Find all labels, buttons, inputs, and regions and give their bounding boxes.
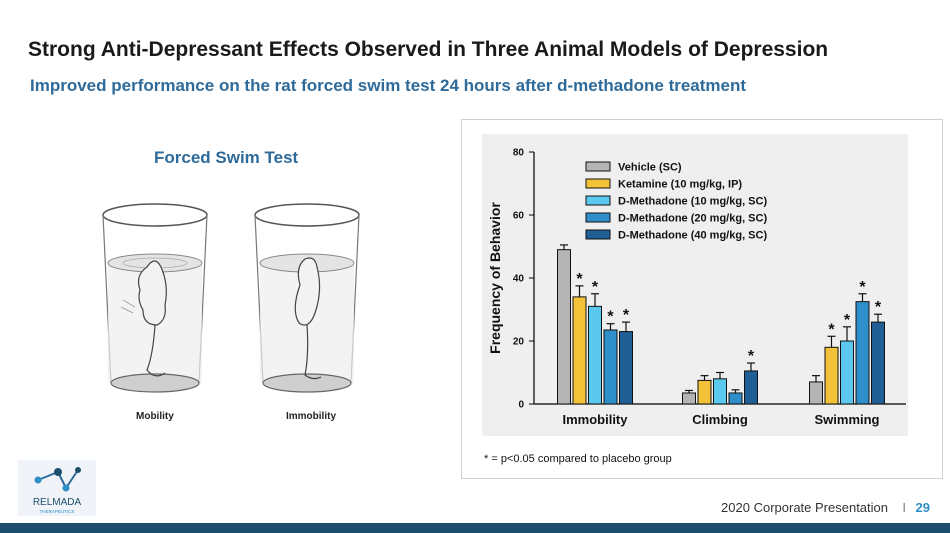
y-tick-label: 80 xyxy=(513,148,525,159)
page-number: 29 xyxy=(915,500,930,515)
legend-label: Ketamine (10 mg/kg, IP) xyxy=(618,179,742,191)
legend-label: Vehicle (SC) xyxy=(618,162,682,174)
y-tick-label: 60 xyxy=(513,211,525,222)
legend-label: D-Methadone (20 mg/kg, SC) xyxy=(618,213,767,225)
legend-swatch xyxy=(585,229,611,240)
bar xyxy=(824,346,839,405)
beaker-mobility xyxy=(102,203,208,393)
y-tick-label: 40 xyxy=(513,274,525,285)
y-axis-label: Frequency of Behavior xyxy=(487,202,503,354)
illustration-title: Forced Swim Test xyxy=(154,148,299,167)
beaker-immobility xyxy=(254,203,360,393)
bar xyxy=(557,249,571,405)
logo-text: RELMADA xyxy=(33,497,82,508)
significance-footnote: * = p<0.05 compared to placebo group xyxy=(484,453,672,465)
bar xyxy=(855,301,870,405)
legend-swatch xyxy=(585,212,611,223)
y-tick-label: 0 xyxy=(518,400,524,411)
logo-subtext: THERAPEUTICS xyxy=(40,509,75,514)
chart-frame: 0 20 40 60 80 Frequency of Behavior * * * * Immobi… xyxy=(461,119,943,479)
bar xyxy=(619,331,633,405)
bar xyxy=(728,392,743,405)
bar xyxy=(588,305,602,405)
legend-swatch xyxy=(585,195,611,206)
legend-label: D-Methadone (10 mg/kg, SC) xyxy=(618,196,767,208)
company-logo: RELMADA THERAPEUTICS xyxy=(18,460,96,516)
label-immobility: Immobility xyxy=(286,411,337,422)
significance-marker: * xyxy=(828,321,835,338)
significance-marker: * xyxy=(748,348,755,365)
significance-marker: * xyxy=(607,309,614,326)
bar xyxy=(603,329,618,405)
footer-bar xyxy=(0,523,950,533)
significance-marker: * xyxy=(592,279,599,296)
slide-title: Strong Anti-Depressant Effects Observed … xyxy=(28,38,829,61)
bar xyxy=(682,392,696,405)
footer-presentation-label: 2020 Corporate Presentation xyxy=(721,500,888,515)
footer-separator: I xyxy=(902,500,906,515)
bar xyxy=(713,378,727,405)
significance-marker: * xyxy=(844,312,851,329)
x-category-label: Swimming xyxy=(814,412,879,427)
x-category-label: Immobility xyxy=(562,412,628,427)
forced-swim-illustration xyxy=(102,203,360,393)
bar xyxy=(697,379,712,405)
x-category-label: Climbing xyxy=(692,412,748,427)
significance-marker: * xyxy=(623,307,630,324)
legend-swatch xyxy=(585,161,611,172)
significance-marker: * xyxy=(875,299,882,316)
slide-subtitle: Improved performance on the rat forced s… xyxy=(30,76,747,95)
legend-swatch xyxy=(585,178,611,189)
bar xyxy=(809,381,823,405)
bar xyxy=(572,296,587,405)
significance-marker: * xyxy=(859,279,866,296)
significance-marker: * xyxy=(576,271,583,288)
bar-chart: 0 20 40 60 80 Frequency of Behavior * * * * Immobi… xyxy=(482,134,908,436)
y-tick-label: 20 xyxy=(513,337,525,348)
bar xyxy=(840,340,854,405)
bar xyxy=(744,370,758,405)
bar xyxy=(871,321,885,405)
label-mobility: Mobility xyxy=(136,411,174,422)
legend-label: D-Methadone (40 mg/kg, SC) xyxy=(618,230,767,242)
